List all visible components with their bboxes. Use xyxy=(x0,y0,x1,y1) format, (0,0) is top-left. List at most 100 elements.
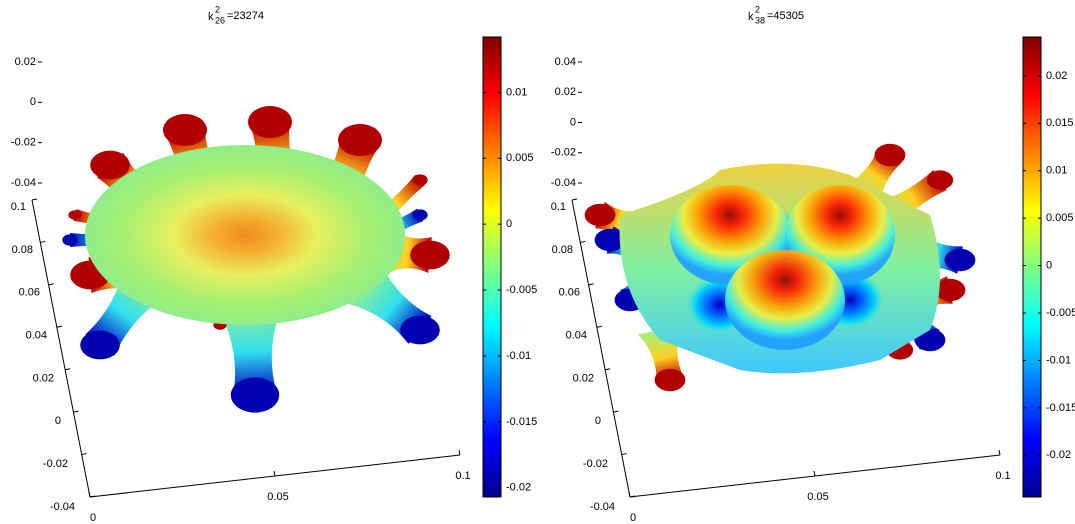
x-tick-label: 0.05 xyxy=(267,491,288,503)
colorbar xyxy=(1022,36,1042,498)
title-subscript: 26 xyxy=(215,15,225,25)
y-tick xyxy=(621,453,627,456)
y-tick-label: 0 xyxy=(595,415,601,427)
colorbar-tick-label: -0.005 xyxy=(1046,307,1075,319)
colorbar-tick-label: -0.015 xyxy=(1046,402,1075,414)
surface-tip xyxy=(62,234,78,246)
colorbar-tick-label: -0.01 xyxy=(1046,354,1071,366)
y-tick xyxy=(31,198,38,201)
y-tick-label: 0.08 xyxy=(12,244,33,256)
y-tick-label: -0.04 xyxy=(590,501,615,513)
z-tick-label: -0.02 xyxy=(11,137,36,149)
title-symbol: k xyxy=(208,11,214,23)
colorbar-tick-label: 0.015 xyxy=(1046,117,1074,129)
z-tick-label: 0 xyxy=(30,96,36,108)
x-tick xyxy=(813,470,816,477)
surface-tip xyxy=(248,106,292,138)
surface-bump xyxy=(725,250,845,350)
y-tick-label: 0.04 xyxy=(26,329,47,341)
surface-tip xyxy=(926,170,954,190)
y-axis xyxy=(571,199,631,498)
x-tick xyxy=(458,449,461,456)
colorbar-tick-label: -0.02 xyxy=(506,482,531,494)
x-tick-label: 0.1 xyxy=(995,470,1010,482)
y-tick xyxy=(89,495,96,498)
y-tick-label: 0.04 xyxy=(566,329,587,341)
surface-tip xyxy=(80,330,120,360)
colorbar-tick-label: 0 xyxy=(1046,259,1052,271)
surface-tip xyxy=(412,174,428,186)
y-tick-label: -0.04 xyxy=(50,501,75,513)
surface-tip xyxy=(412,209,428,221)
y-tick-label: 0 xyxy=(55,415,61,427)
y-tick xyxy=(629,495,636,498)
surface-tip xyxy=(163,114,207,146)
surface-tip xyxy=(400,315,440,345)
z-tick-label: 0.02 xyxy=(15,56,36,68)
colorbar-tick-label: -0.015 xyxy=(506,416,537,428)
z-tick-label: -0.04 xyxy=(11,177,36,189)
surface-tip xyxy=(584,203,616,227)
y-tick xyxy=(40,240,46,243)
surface-tip xyxy=(338,124,382,156)
y-axis xyxy=(31,199,91,498)
z-tick-label: 0.02 xyxy=(555,86,576,98)
title-superscript: 2 xyxy=(215,4,220,14)
x-tick xyxy=(273,470,276,477)
y-tick xyxy=(588,283,594,286)
colorbar-tick-label: -0.01 xyxy=(506,350,531,362)
colorbar-tick-label: 0.01 xyxy=(506,86,527,98)
surface-tip xyxy=(874,143,906,167)
colorbar-tick-label: 0.02 xyxy=(1046,70,1067,82)
surface-tip xyxy=(68,210,82,220)
surface-tip xyxy=(934,278,966,302)
y-tick xyxy=(56,325,62,328)
colorbar-tick-label: 0.01 xyxy=(1046,165,1067,177)
title-subscript: 38 xyxy=(755,15,765,25)
y-tick-label: 0.06 xyxy=(559,287,580,299)
x-tick-label: 0 xyxy=(630,512,636,524)
colorbar-tick-label: -0.02 xyxy=(1046,449,1071,461)
colorbar-tick-label: 0.005 xyxy=(1046,212,1074,224)
y-tick xyxy=(605,368,611,371)
y-tick xyxy=(65,368,71,371)
colorbar-tick-label: 0.005 xyxy=(506,152,534,164)
title-suffix: =45305 xyxy=(767,10,804,22)
y-tick xyxy=(73,410,79,413)
y-tick xyxy=(81,453,87,456)
y-tick xyxy=(571,198,578,201)
surface-tip xyxy=(410,240,450,270)
z-tick-label: 0.04 xyxy=(555,56,576,68)
y-tick-label: -0.02 xyxy=(43,458,68,470)
y-tick-label: 0.1 xyxy=(551,201,566,213)
colorbar-tick-label: -0.005 xyxy=(506,284,537,296)
x-tick-label: 0.05 xyxy=(807,491,828,503)
y-tick xyxy=(580,240,586,243)
y-tick-label: 0.1 xyxy=(11,201,26,213)
y-tick-label: 0.06 xyxy=(19,287,40,299)
y-tick xyxy=(596,325,602,328)
y-tick-label: 0.02 xyxy=(33,372,54,384)
x-tick-label: 0.1 xyxy=(455,470,470,482)
y-tick xyxy=(613,410,619,413)
surface-tip xyxy=(654,368,686,392)
x-tick-label: 0 xyxy=(90,512,96,524)
colorbar-tick-label: 0 xyxy=(506,218,512,230)
y-tick-label: 0.02 xyxy=(573,372,594,384)
x-tick xyxy=(998,449,1001,456)
y-tick-label: -0.02 xyxy=(583,458,608,470)
colorbar xyxy=(482,36,502,498)
surface-tip xyxy=(90,150,130,180)
surface-tip xyxy=(230,377,280,413)
surface-tip xyxy=(944,248,976,272)
surface-tip xyxy=(594,228,626,252)
y-tick-label: 0.08 xyxy=(552,244,573,256)
title-superscript: 2 xyxy=(755,4,760,14)
z-tick-label: 0 xyxy=(570,116,576,128)
z-tick-label: -0.04 xyxy=(551,177,576,189)
z-tick-label: -0.02 xyxy=(551,147,576,159)
